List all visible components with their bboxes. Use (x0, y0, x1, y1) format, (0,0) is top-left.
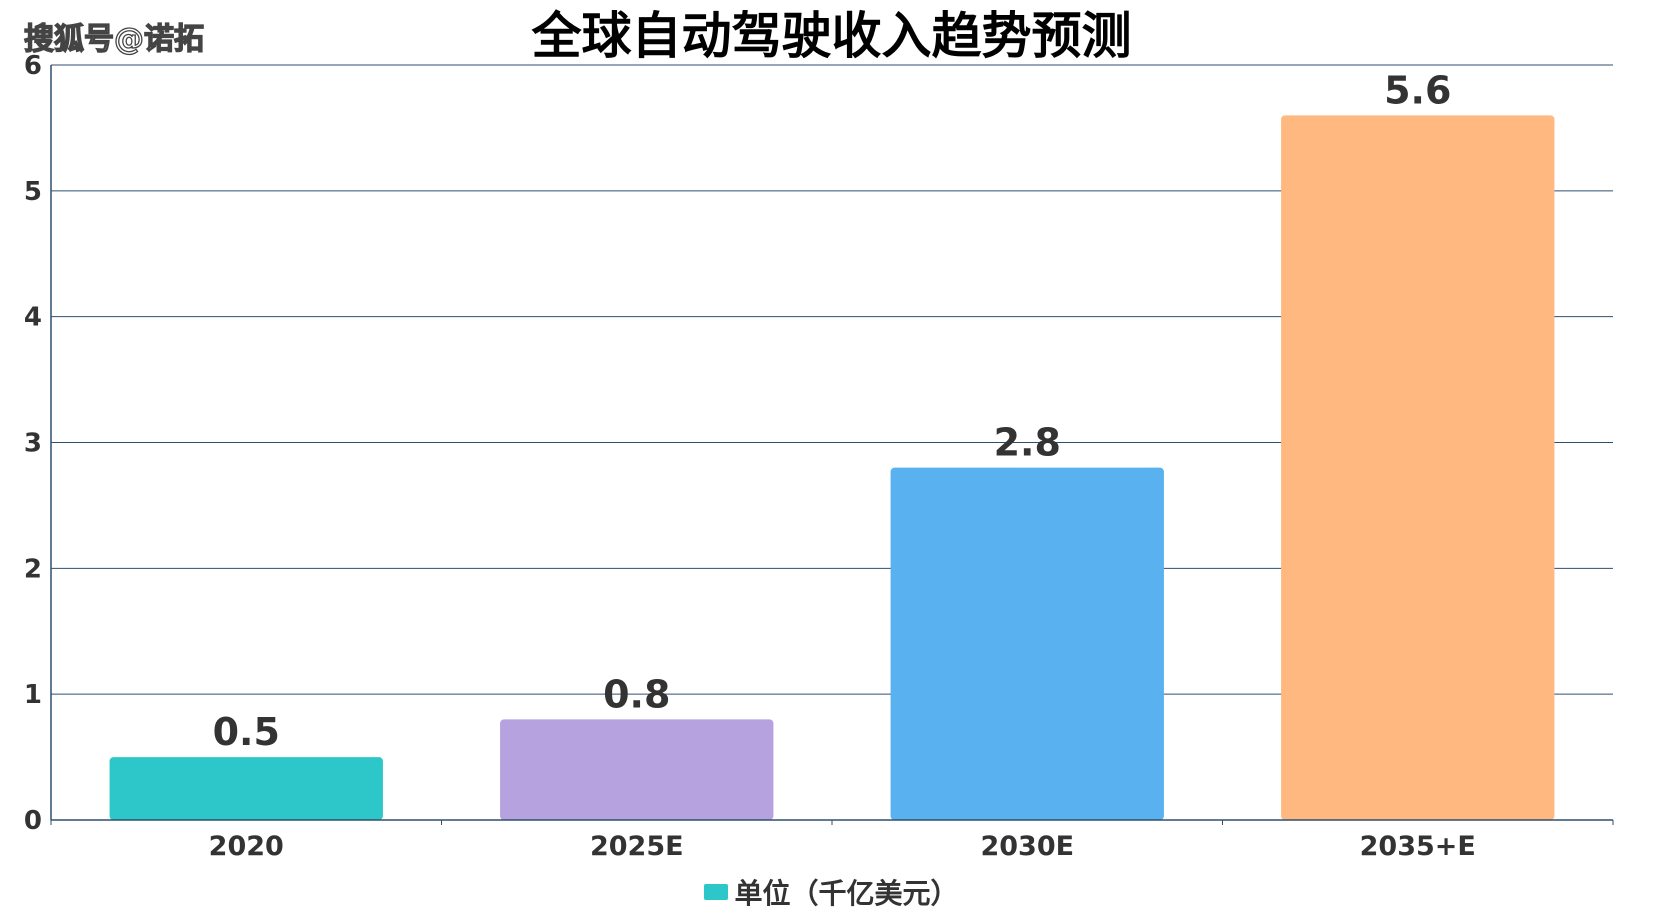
x-category-label: 2030E (980, 831, 1074, 862)
bars (109, 115, 1555, 821)
y-tick-label: 5 (24, 177, 42, 207)
watermark: 搜狐号@诺拓 (23, 21, 204, 57)
data-label: 0.8 (603, 672, 670, 716)
bar (1281, 115, 1555, 821)
bar (109, 757, 383, 820)
x-category-label: 2035+E (1360, 831, 1476, 862)
chart-title: 全球自动驾驶收入趋势预测 (531, 7, 1132, 65)
y-tick-label: 6 (24, 51, 42, 81)
legend-swatch (704, 884, 729, 900)
legend-label: 单位（千亿美元） (734, 877, 959, 910)
data-label: 0.5 (213, 710, 280, 754)
y-tick-label: 2 (24, 554, 42, 584)
axes (50, 65, 1614, 825)
y-tick-label: 0 (24, 806, 42, 836)
x-category-label: 2025E (590, 831, 684, 862)
bar (500, 719, 774, 820)
legend: 单位（千亿美元） (0, 872, 1663, 912)
x-category-label: 2020 (209, 831, 284, 862)
bar (890, 467, 1164, 820)
labels: 0 1 2 3 4 5 6 0.5 2020 0.8 2025E 2.8 2030E 5.6 2035+E (24, 51, 1476, 862)
y-tick-label: 3 (24, 429, 42, 459)
data-label: 2.8 (994, 421, 1061, 465)
y-tick-label: 4 (24, 303, 42, 333)
y-tick-label: 1 (24, 680, 42, 710)
data-label: 5.6 (1384, 68, 1451, 112)
